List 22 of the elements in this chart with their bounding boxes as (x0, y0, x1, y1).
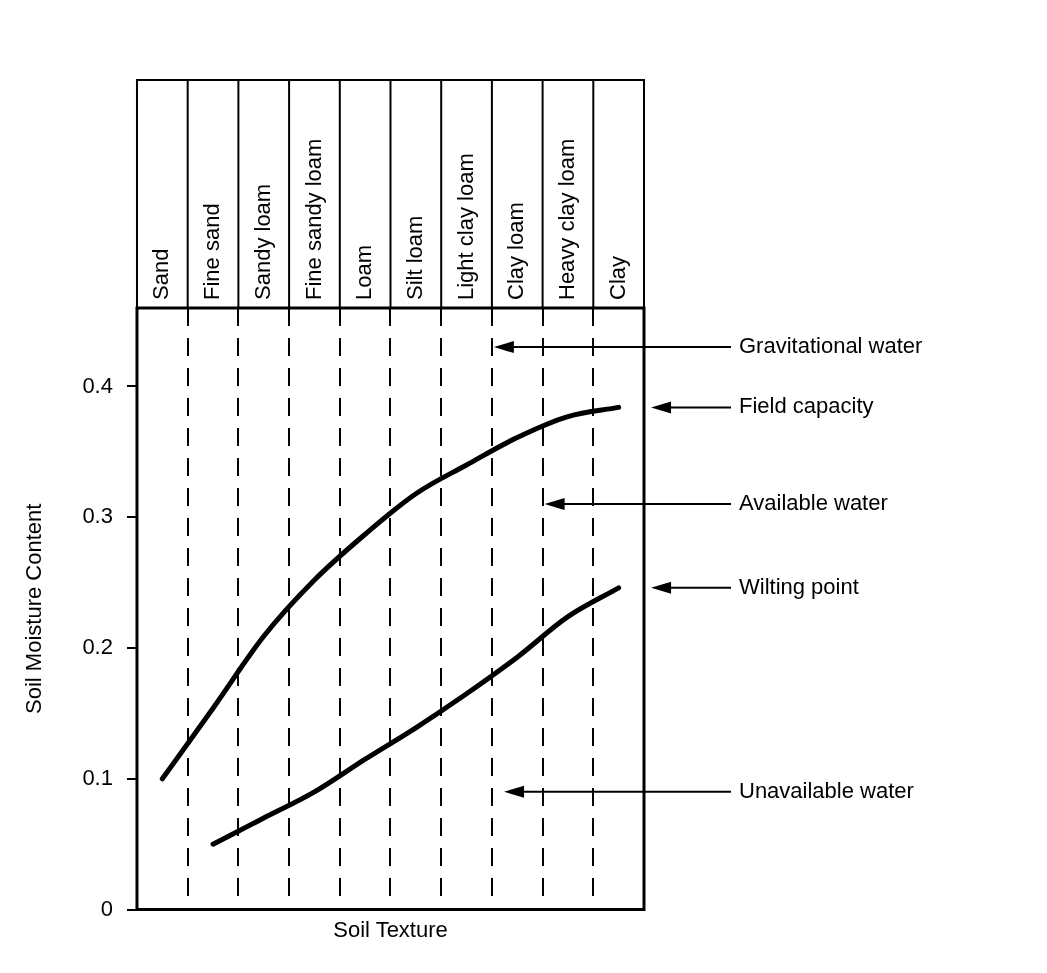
y-axis-title: Soil Moisture Content (21, 503, 47, 714)
y-tick-label: 0.2 (82, 634, 113, 660)
y-tick-label: 0.3 (82, 503, 113, 529)
y-tick-label: 0.4 (82, 372, 113, 398)
y-tick-label: 0.1 (82, 764, 113, 790)
x-tick-label: Silt loam (401, 215, 427, 300)
x-tick-label: Loam (351, 244, 377, 300)
x-tick-label: Sandy loam (249, 183, 275, 300)
text: Unavailable water (739, 777, 914, 803)
text: Field capacity (739, 393, 874, 419)
x-tick-label: Clay (604, 255, 630, 300)
text: Available water (739, 490, 888, 516)
x-tick-label: Fine sand (199, 203, 225, 300)
x-tick-label: Clay loam (503, 202, 529, 300)
y-tick-label: 0 (100, 895, 113, 921)
x-tick-label: Light clay loam (452, 153, 478, 300)
text: Gravitational water (739, 333, 923, 359)
x-tick-label: Fine sandy loam (300, 138, 326, 300)
x-tick-label: Heavy clay loam (554, 138, 580, 300)
text: Wilting point (739, 573, 859, 599)
x-tick-label: Sand (148, 248, 174, 300)
x-axis-title: Soil Texture (333, 916, 448, 942)
